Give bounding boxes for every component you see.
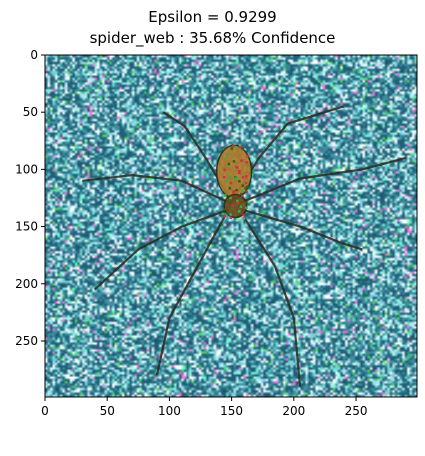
- spider-speckle: [224, 194, 227, 197]
- x-tick-label: 150: [220, 404, 243, 418]
- spider-speckle: [229, 216, 233, 220]
- spider-speckle: [225, 179, 229, 183]
- spider-leg: [243, 216, 302, 387]
- spider-speckle: [241, 176, 245, 179]
- spider-speckle: [227, 162, 231, 166]
- spider-speckle: [222, 208, 226, 211]
- y-tick-label: 50: [23, 105, 38, 119]
- spider-speckle: [244, 187, 247, 190]
- spider-speckle: [230, 147, 234, 150]
- y-tick-label: 250: [15, 334, 38, 348]
- spider-speckle: [226, 198, 230, 201]
- spider-speckle: [221, 212, 225, 216]
- spider-speckle: [222, 175, 226, 179]
- spider-speckle: [232, 144, 235, 148]
- spider-speckle: [231, 204, 234, 207]
- spider-leg: [241, 208, 363, 251]
- x-axis: 0 50 100 150 200 250: [41, 397, 367, 418]
- spider-speckle: [246, 185, 249, 188]
- spider-speckle: [235, 177, 239, 180]
- spider-speckle: [241, 184, 244, 187]
- spider-speckle: [242, 213, 245, 217]
- x-tick-label: 50: [100, 404, 115, 418]
- spider-speckle: [245, 161, 248, 164]
- spider-speckle: [237, 210, 241, 213]
- spider-speckle: [238, 171, 241, 175]
- spider-speckle: [236, 201, 240, 205]
- spider-leg: [94, 208, 230, 291]
- y-tick-label: 200: [15, 277, 38, 291]
- spider-speckle: [235, 188, 238, 192]
- spider-speckle: [226, 154, 229, 158]
- spider-speckle: [245, 206, 248, 210]
- spider-leg: [155, 214, 227, 376]
- y-tick-label: 0: [30, 48, 38, 62]
- spider-speckle: [226, 212, 229, 215]
- spider-speckle: [234, 177, 237, 180]
- spider-drawing: [82, 105, 407, 387]
- spider-speckle: [229, 213, 232, 216]
- spider-speckle: [245, 201, 248, 204]
- spider-speckle: [229, 181, 233, 185]
- spider-speckle: [223, 168, 226, 172]
- spider-speckle: [240, 159, 243, 162]
- perturbed-image: [45, 55, 417, 397]
- spider-speckle: [229, 196, 232, 200]
- y-tick-label: 150: [15, 220, 38, 234]
- y-tick-label: 100: [15, 162, 38, 176]
- spider-speckle: [228, 187, 232, 190]
- spider-speckle: [234, 145, 238, 149]
- spider-leg: [82, 174, 233, 205]
- spider-speckle: [238, 145, 242, 149]
- x-tick-label: 250: [345, 404, 368, 418]
- spider-speckle: [240, 190, 244, 193]
- spider-speckle: [238, 180, 241, 183]
- spider-leg: [237, 156, 407, 205]
- spider-cephalothorax: [223, 193, 248, 219]
- axes-frame: [44, 54, 418, 398]
- spider-speckle: [241, 194, 244, 198]
- x-tick-label: 100: [158, 404, 181, 418]
- title-prediction: spider_web : 35.68% Confidence: [89, 29, 336, 47]
- spider-speckle: [236, 166, 239, 169]
- x-tick-label: 0: [41, 404, 49, 418]
- spider-speckle: [242, 217, 246, 220]
- y-axis: 0 50 100 150 200 250: [15, 48, 45, 348]
- spider-speckle: [228, 175, 232, 178]
- spider-speckle: [232, 160, 236, 163]
- x-tick-label: 200: [282, 404, 305, 418]
- spider-speckle: [245, 190, 249, 194]
- spider-speckle: [240, 192, 243, 196]
- spider-speckle: [222, 214, 226, 218]
- spider-speckle: [241, 147, 244, 150]
- spider-speckle: [244, 181, 248, 185]
- spider-speckle: [244, 175, 248, 178]
- spider-speckle: [246, 154, 249, 158]
- spider-speckle: [232, 191, 235, 194]
- spider-speckle: [236, 199, 239, 203]
- spider-speckle: [239, 205, 243, 208]
- title-epsilon: Epsilon = 0.9299: [148, 8, 277, 26]
- spider-speckle: [238, 170, 241, 173]
- adversarial-noise-image: [45, 55, 417, 397]
